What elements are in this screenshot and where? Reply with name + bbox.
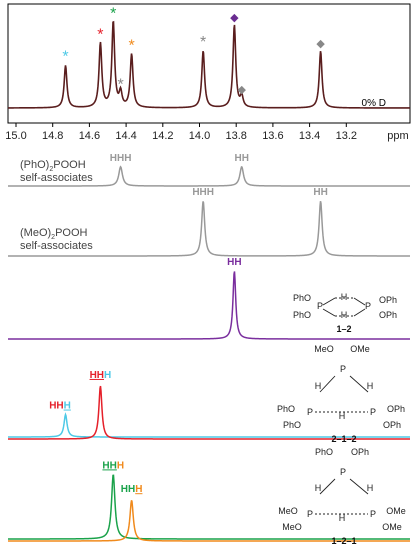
h-atom: H [339, 411, 346, 421]
bond [322, 308, 336, 317]
bond [353, 297, 366, 306]
peak-marker: * [200, 34, 206, 51]
substituent: OMe [382, 522, 402, 532]
x-tick-label: 14.8 [42, 130, 63, 142]
peak-marker: ◆ [316, 38, 325, 50]
series-line [8, 271, 410, 340]
x-tick-label: 14.6 [79, 130, 100, 142]
bond [319, 375, 336, 393]
atom: P [370, 407, 376, 417]
molecule-1-2-1: PhO OPh P H H P P H MeO MeO OMe OMe 1–2–1 [278, 447, 406, 546]
bond [353, 308, 366, 317]
peak-marker: ◆ [237, 84, 246, 96]
atom: P [370, 509, 376, 519]
substituent: OPh [379, 295, 397, 305]
substituent: OMe [386, 506, 406, 516]
series-line [8, 201, 410, 257]
x-axis-label: ppm [387, 130, 408, 142]
substituent: PhO [283, 420, 301, 430]
compound-id: 1–2–1 [331, 536, 356, 546]
peak-marker: ◆ [230, 12, 239, 24]
atom: P [340, 364, 346, 374]
substituent: MeO [282, 522, 302, 532]
h-atom: H [339, 513, 346, 523]
series-line [8, 474, 410, 540]
x-tick-label: 14.0 [189, 130, 210, 142]
substituent: OPh [383, 420, 401, 430]
substituent: MeO [278, 506, 298, 516]
peak-label: HH [313, 187, 327, 198]
h-atom: H [341, 292, 348, 302]
compound-id: 2–1–2 [331, 434, 356, 444]
peak-marker: * [128, 38, 134, 55]
h-atom: H [367, 483, 374, 493]
substituent: PhO [315, 447, 333, 457]
peak-label: HHH [102, 460, 124, 471]
atom: P [307, 407, 313, 417]
atom: P [340, 467, 346, 477]
h-atom: H [367, 381, 374, 391]
peak-label: HHH [192, 187, 214, 198]
panel-label: (MeO)2POOH [20, 227, 88, 241]
substituent: PhO [293, 310, 311, 320]
x-tick-label: 14.2 [152, 130, 173, 142]
plot-frame [7, 3, 411, 124]
substituent: MeO [314, 344, 334, 354]
bond [322, 297, 336, 306]
x-tick-label: 13.4 [299, 130, 320, 142]
top-spectrum-line [8, 20, 410, 109]
atom: P [317, 301, 323, 311]
panel-label: self-associates [20, 240, 93, 252]
molecule-2-1-2: MeO OMe P H H P P H PhO PhO OPh OPh 2–1–2 [277, 344, 405, 444]
substituent: PhO [277, 404, 295, 414]
series-line [8, 165, 410, 187]
h-atom: H [341, 310, 348, 320]
peak-label: HHH [90, 370, 112, 381]
molecule-1-2: PhO PhO P P HH OPh OPh 1–2 [293, 292, 397, 334]
x-tick-label: 13.8 [225, 130, 246, 142]
x-tick-label: 13.6 [262, 130, 283, 142]
panel-label: self-associates [20, 172, 93, 184]
substituent: OPh [351, 447, 369, 457]
atom: P [307, 509, 313, 519]
panel-label: (PhO)2POOH [20, 159, 86, 173]
substituent: OPh [387, 404, 405, 414]
h-atom: H [315, 381, 322, 391]
peak-marker: * [110, 5, 116, 22]
bond [349, 375, 369, 393]
peak-label: HH [234, 153, 248, 164]
atom: P [365, 301, 371, 311]
peak-marker: * [117, 76, 123, 93]
substituent: PhO [293, 293, 311, 303]
peak-label: HHH [110, 153, 132, 164]
h-atom: H [315, 483, 322, 493]
x-tick-label: 15.0 [5, 130, 26, 142]
series-line [8, 500, 410, 542]
peak-marker: * [97, 27, 103, 44]
peak-label: HHH [121, 484, 143, 495]
spectrum-panel: HH [8, 257, 410, 340]
peak-label: HHH [49, 401, 71, 412]
peak-label: HH [227, 257, 241, 268]
x-tick-label: 13.2 [336, 130, 357, 142]
bond [319, 478, 336, 495]
x-tick-label: 14.4 [115, 130, 136, 142]
top-spectrum-panel: * * * * * * ◆ ◆ ◆ 0% D 15.0 14.8 14.6 14.4 14.2 14.0 13.… [5, 3, 411, 142]
substituent: OMe [350, 344, 370, 354]
series-line [8, 412, 410, 438]
substituent: OPh [379, 310, 397, 320]
series-line [8, 385, 410, 440]
compound-id: 1–2 [336, 324, 351, 334]
bond [349, 478, 369, 495]
peak-marker: * [62, 49, 68, 66]
top-annotation: 0% D [362, 98, 386, 109]
